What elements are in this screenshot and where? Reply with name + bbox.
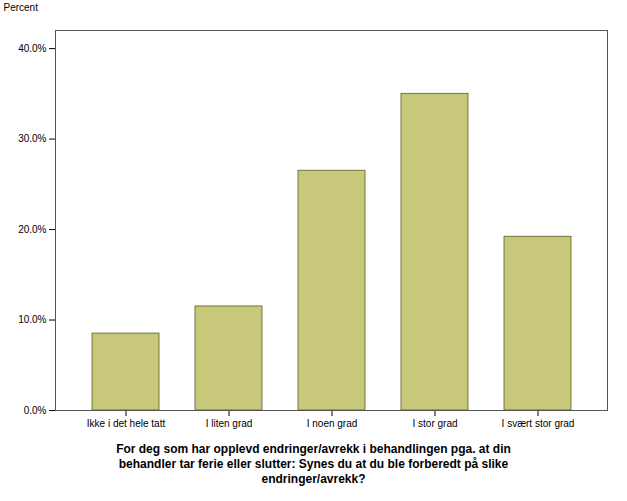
svg-text:I liten grad: I liten grad xyxy=(206,418,253,429)
svg-text:Ikke i det hele tatt: Ikke i det hele tatt xyxy=(87,418,166,429)
svg-text:I svært stor grad: I svært stor grad xyxy=(502,418,575,429)
svg-text:Percent: Percent xyxy=(4,2,39,13)
svg-text:30.0%: 30.0% xyxy=(18,133,46,144)
svg-text:I stor grad: I stor grad xyxy=(412,418,457,429)
svg-text:20.0%: 20.0% xyxy=(18,224,46,235)
svg-text:I noen grad: I noen grad xyxy=(307,418,358,429)
svg-text:0.0%: 0.0% xyxy=(24,405,47,416)
html-text:For deg som har opplevd endrin: For deg som har opplevd endringer/avrekk… xyxy=(116,442,511,486)
svg-text:40.0%: 40.0% xyxy=(18,43,46,54)
svg-text:10.0%: 10.0% xyxy=(18,314,46,325)
